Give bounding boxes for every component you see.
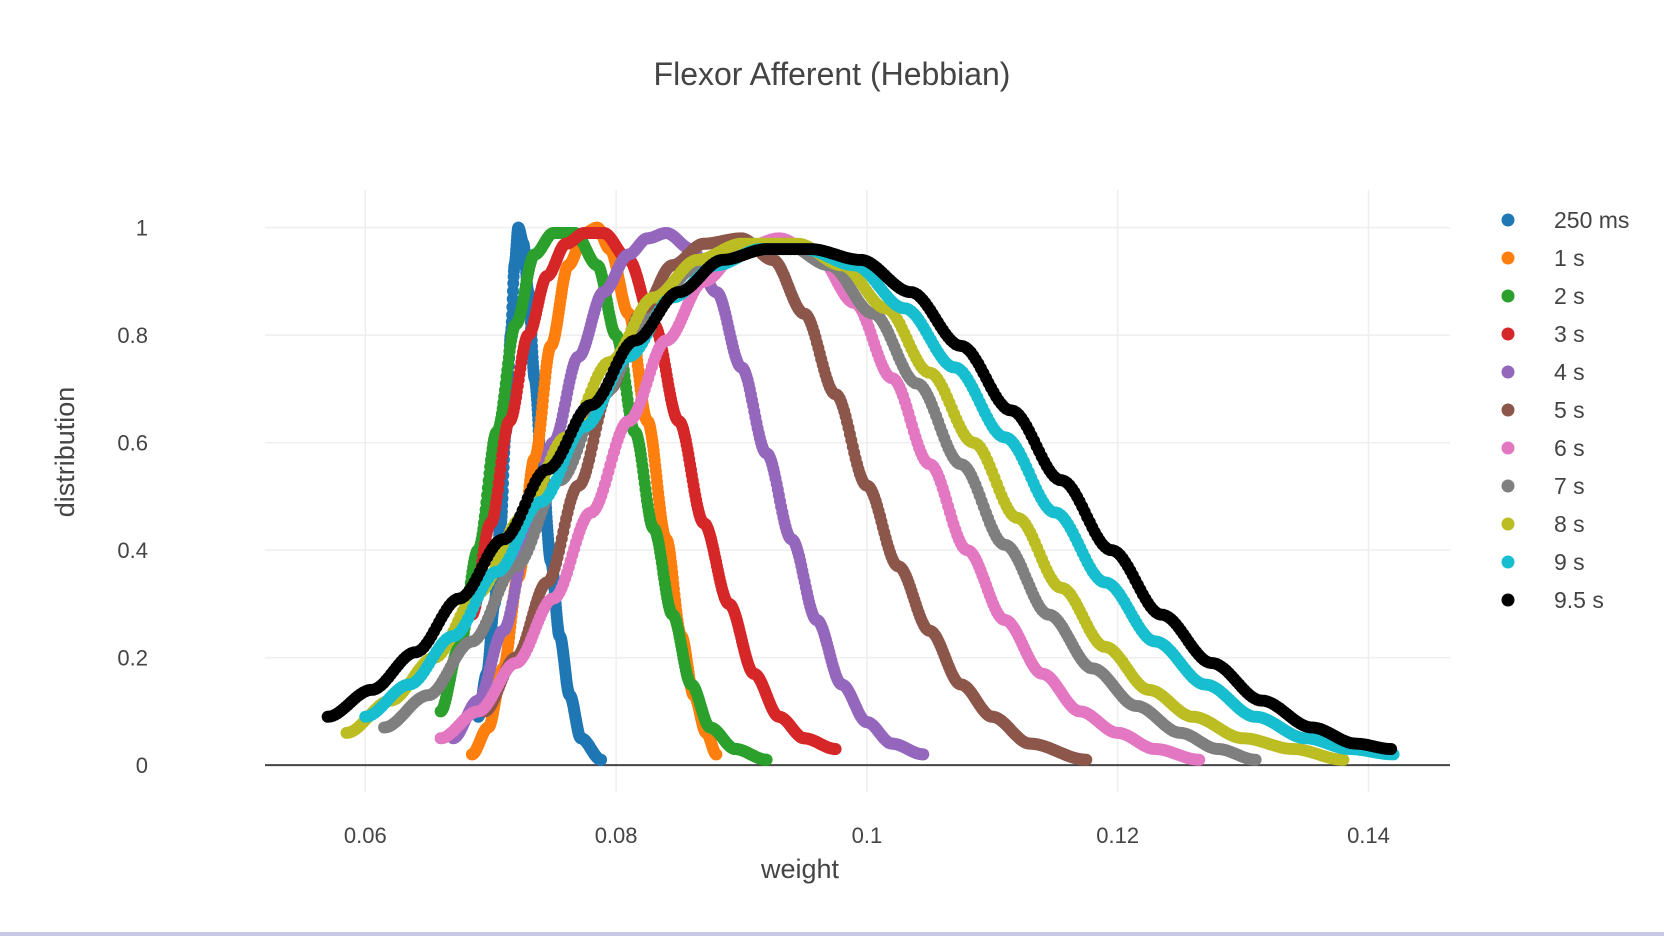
legend-item[interactable]: 250 ms bbox=[1501, 207, 1630, 233]
data-point bbox=[595, 753, 608, 766]
y-tick-label: 0.2 bbox=[117, 646, 148, 671]
legend-marker bbox=[1501, 517, 1515, 531]
legend-marker bbox=[1501, 289, 1515, 303]
legend-item[interactable]: 9.5 s bbox=[1501, 587, 1604, 613]
data-point bbox=[917, 748, 930, 761]
data-point bbox=[1080, 753, 1093, 766]
legend-label: 4 s bbox=[1554, 359, 1585, 385]
y-tick-label: 0 bbox=[136, 753, 148, 778]
legend-label: 5 s bbox=[1554, 397, 1585, 423]
series-9.5-s bbox=[321, 243, 1398, 755]
bottom-divider bbox=[0, 932, 1664, 936]
legend-label: 8 s bbox=[1554, 511, 1585, 537]
legend-item[interactable]: 6 s bbox=[1501, 435, 1585, 461]
legend-item[interactable]: 5 s bbox=[1501, 397, 1585, 423]
data-point bbox=[710, 748, 723, 761]
legend-item[interactable]: 9 s bbox=[1501, 549, 1585, 575]
legend-item[interactable]: 8 s bbox=[1501, 511, 1585, 537]
chart-title: Flexor Afferent (Hebbian) bbox=[654, 56, 1011, 92]
legend-item[interactable]: 2 s bbox=[1501, 283, 1585, 309]
legend-marker bbox=[1501, 441, 1515, 455]
y-tick-label: 1 bbox=[136, 216, 148, 241]
legend-marker bbox=[1501, 593, 1515, 607]
legend-label: 7 s bbox=[1554, 473, 1585, 499]
y-tick-label: 0.6 bbox=[117, 431, 148, 456]
legend-marker bbox=[1501, 213, 1515, 227]
legend-item[interactable]: 1 s bbox=[1501, 245, 1585, 271]
plot-area bbox=[321, 221, 1400, 766]
x-tick-label: 0.12 bbox=[1096, 823, 1139, 848]
data-point bbox=[1337, 753, 1350, 766]
legend-label: 3 s bbox=[1554, 321, 1585, 347]
legend-marker bbox=[1501, 555, 1515, 569]
legend-label: 250 ms bbox=[1554, 207, 1629, 233]
legend-label: 1 s bbox=[1554, 245, 1585, 271]
legend-label: 9 s bbox=[1554, 549, 1585, 575]
series-5-s bbox=[478, 232, 1093, 766]
legend-label: 2 s bbox=[1554, 283, 1585, 309]
y-axis-title: distribution bbox=[50, 387, 80, 518]
data-point bbox=[1249, 753, 1262, 766]
x-tick-label: 0.06 bbox=[344, 823, 387, 848]
legend: 250 ms 1 s 2 s 3 s 4 s 5 s 6 s 7 s 8 s 9 s 9.5 s bbox=[1501, 207, 1630, 613]
x-tick-label: 0.08 bbox=[595, 823, 638, 848]
y-tick-label: 0.4 bbox=[117, 538, 148, 563]
x-tick-label: 0.14 bbox=[1347, 823, 1390, 848]
x-tick-label: 0.1 bbox=[852, 823, 883, 848]
x-axis-title: weight bbox=[760, 854, 840, 884]
data-point bbox=[829, 743, 842, 755]
data-point bbox=[1385, 743, 1398, 755]
data-point bbox=[1193, 753, 1206, 766]
y-tick-label: 0.8 bbox=[117, 323, 148, 348]
legend-marker bbox=[1501, 365, 1515, 379]
legend-item[interactable]: 3 s bbox=[1501, 321, 1585, 347]
legend-marker bbox=[1501, 251, 1515, 265]
legend-label: 6 s bbox=[1554, 435, 1585, 461]
legend-label: 9.5 s bbox=[1554, 587, 1604, 613]
legend-marker bbox=[1501, 479, 1515, 493]
legend-item[interactable]: 4 s bbox=[1501, 359, 1585, 385]
series-4-s bbox=[447, 227, 930, 761]
legend-item[interactable]: 7 s bbox=[1501, 473, 1585, 499]
legend-marker bbox=[1501, 327, 1515, 341]
data-point bbox=[760, 753, 773, 766]
series-3-s bbox=[465, 227, 842, 755]
legend-marker bbox=[1501, 403, 1515, 417]
